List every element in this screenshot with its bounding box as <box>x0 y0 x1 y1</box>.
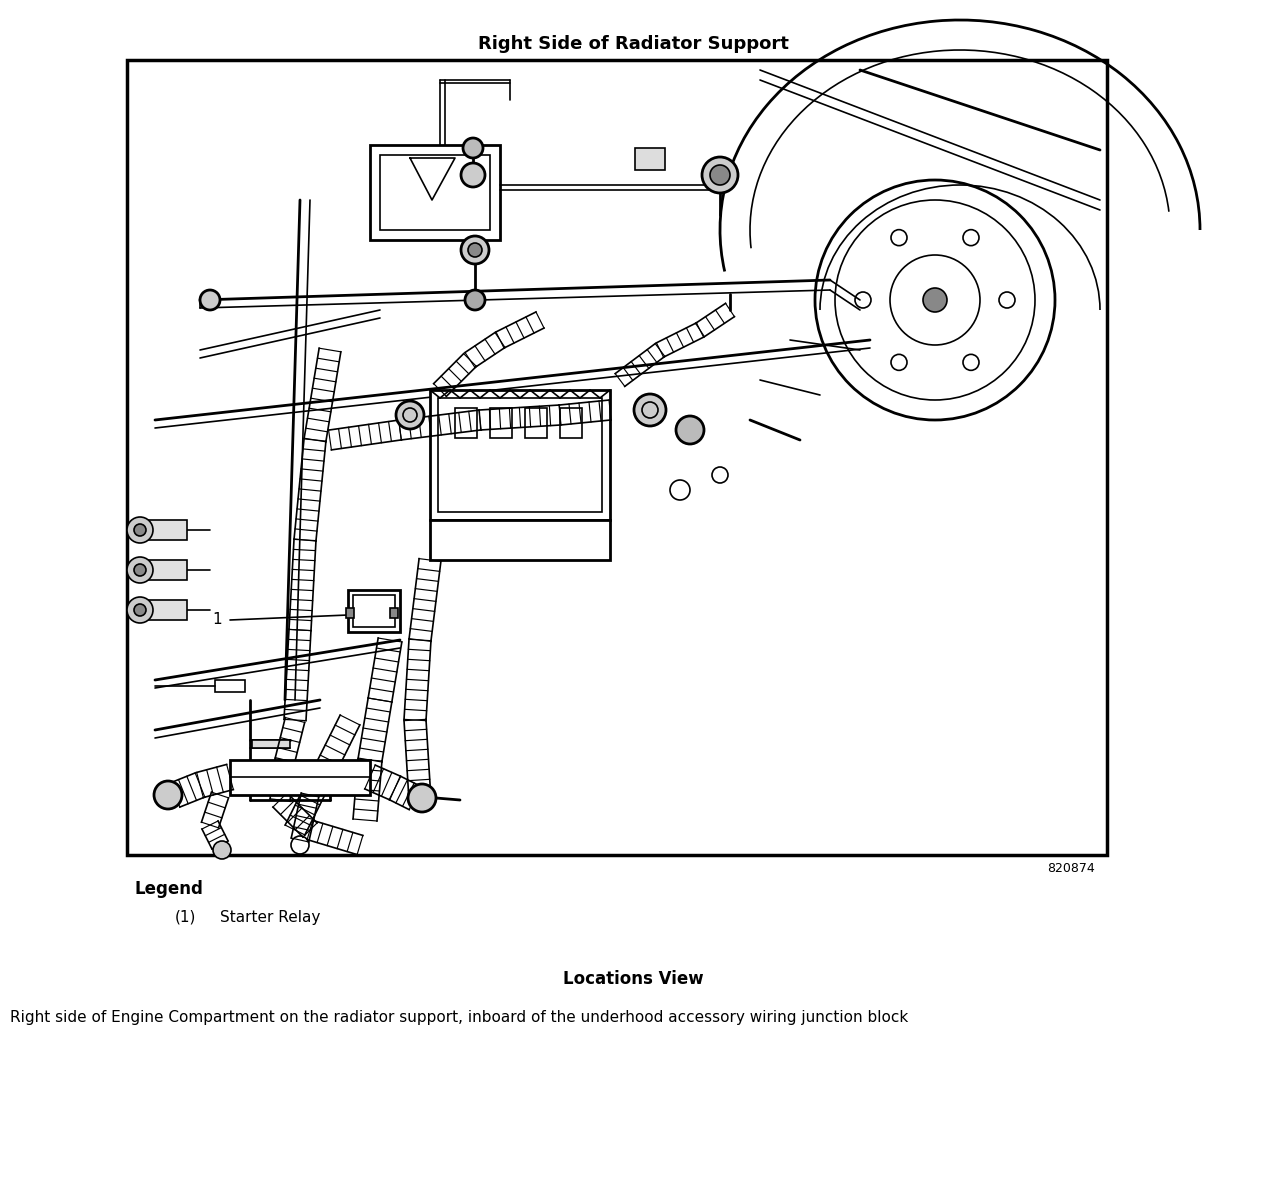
Circle shape <box>465 290 485 310</box>
Text: Locations View: Locations View <box>563 970 703 988</box>
Circle shape <box>408 784 436 812</box>
Bar <box>231 760 370 794</box>
Bar <box>438 398 602 512</box>
Circle shape <box>712 467 729 482</box>
Bar <box>525 408 547 438</box>
Circle shape <box>200 290 220 310</box>
Circle shape <box>213 841 231 859</box>
Circle shape <box>462 138 483 158</box>
Circle shape <box>397 401 424 428</box>
Circle shape <box>134 524 146 536</box>
Bar <box>127 60 1107 854</box>
Text: Legend: Legend <box>136 880 204 898</box>
Circle shape <box>127 557 153 583</box>
Bar <box>390 608 398 618</box>
Text: Right side of Engine Compartment on the radiator support, inboard of the underho: Right side of Engine Compartment on the … <box>10 1010 908 1025</box>
Bar <box>380 155 490 230</box>
Bar <box>430 520 609 560</box>
Circle shape <box>702 157 737 193</box>
Circle shape <box>134 604 146 616</box>
Circle shape <box>677 416 704 444</box>
Text: (1): (1) <box>175 910 196 925</box>
Circle shape <box>134 564 146 576</box>
Bar <box>353 595 395 626</box>
Circle shape <box>634 394 666 426</box>
Text: Right Side of Radiator Support: Right Side of Radiator Support <box>478 35 788 53</box>
Circle shape <box>461 236 489 264</box>
Bar <box>430 390 609 520</box>
Bar <box>370 145 500 240</box>
Bar <box>348 590 400 632</box>
Bar <box>635 148 665 170</box>
Bar <box>252 740 290 748</box>
Bar <box>147 560 188 580</box>
Circle shape <box>468 242 481 257</box>
Text: 1: 1 <box>213 612 222 628</box>
Bar <box>560 408 582 438</box>
Bar <box>215 680 245 692</box>
Bar <box>455 408 476 438</box>
Text: Starter Relay: Starter Relay <box>220 910 321 925</box>
Bar <box>147 520 188 540</box>
Circle shape <box>127 517 153 542</box>
Bar <box>147 600 188 620</box>
Circle shape <box>155 781 182 809</box>
Text: 820874: 820874 <box>1048 862 1095 875</box>
Circle shape <box>710 164 730 185</box>
Bar <box>490 408 512 438</box>
Circle shape <box>127 596 153 623</box>
Bar <box>346 608 353 618</box>
Circle shape <box>461 163 485 187</box>
Circle shape <box>922 288 946 312</box>
